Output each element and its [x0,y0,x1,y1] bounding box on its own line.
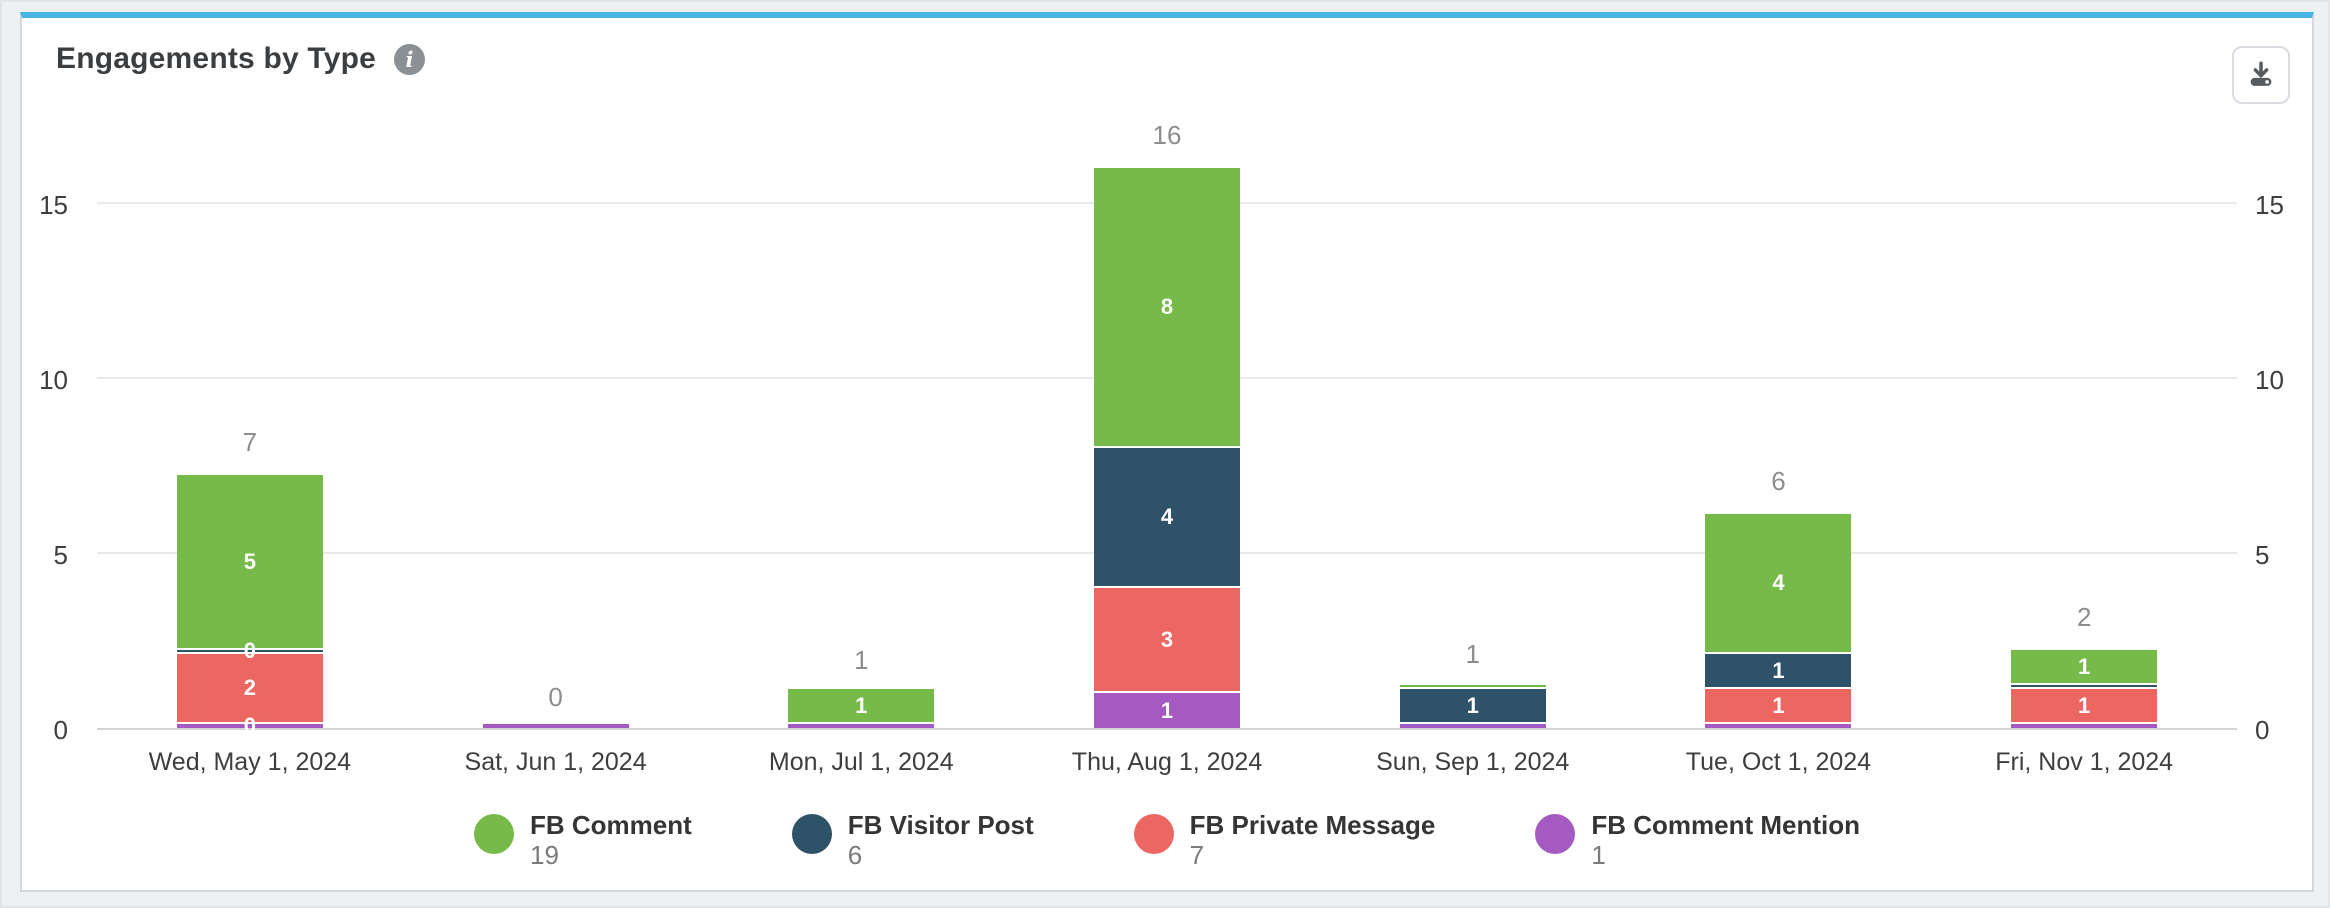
plot-area: 7 5 0 2 0 Wed, May 1, 2024 0 Sat, Jun 1, 2024 1 1… [97,118,2237,776]
bar-segment-fb-comment-mention[interactable]: 0 [176,715,323,737]
bar-column-thu-aug-1-2024: 16 8 4 3 1 Thu, Aug 1, 2024 [1014,118,1320,776]
bar-total-label: 1 [1465,639,1480,669]
title-row: Engagements by Type i [56,42,425,76]
bar-segment-fb-comment[interactable]: 8 [1094,168,1241,448]
legend-text: FB Private Message 7 [1190,810,1436,870]
y-tick-label: 0 [53,715,68,745]
y-tick-label: 5 [2255,540,2270,570]
bar-segment-fb-comment-mention[interactable] [788,724,935,728]
legend-text: FB Comment 19 [530,810,692,870]
bar-column-sun-sep-1-2024: 1 1 Sun, Sep 1, 2024 [1320,118,1626,776]
x-axis-label: Sat, Jun 1, 2024 [464,748,647,776]
bar-segment-fb-private-message[interactable]: 3 [1094,588,1241,693]
bar-segment-fb-visitor-post[interactable]: 0 [176,640,323,662]
bar-segment-fb-comment[interactable]: 1 [788,689,935,724]
bar-segment-fb-comment-mention[interactable] [2011,724,2158,728]
info-icon-glyph: i [405,46,414,72]
bar-segment-fb-private-message[interactable]: 2 [176,654,323,724]
bar-segment-fb-visitor-post[interactable]: 4 [1094,448,1241,588]
y-axis-left: 0 5 10 15 [22,118,74,745]
y-tick-label: 5 [53,540,68,570]
legend-label: FB Comment [530,810,692,840]
bar-total-label: 6 [1771,466,1786,496]
legend-swatch-icon [1535,814,1576,854]
legend-label: FB Comment Mention [1591,810,1860,840]
bar-column-sat-jun-1-2024: 0 Sat, Jun 1, 2024 [403,118,709,776]
legend-item-fb-comment-mention[interactable]: FB Comment Mention 1 [1535,810,1860,870]
legend-label: FB Visitor Post [847,810,1034,840]
x-axis-label: Fri, Nov 1, 2024 [1995,748,2174,776]
chart-legend: FB Comment 19 FB Visitor Post 6 FB Private M… [22,810,2312,870]
legend-item-fb-private-message[interactable]: FB Private Message 7 [1133,810,1436,870]
bar-segment-fb-comment-mention[interactable] [1705,724,1852,728]
y-tick-label: 15 [39,190,68,220]
y-tick-label: 10 [39,365,68,395]
x-axis-label: Mon, Jul 1, 2024 [768,748,954,776]
bar-segment-fb-comment-mention[interactable]: 1 [1094,693,1241,728]
bar-segment-fb-comment[interactable] [1399,685,1546,689]
page-title: Engagements by Type [56,42,376,75]
card-header: Engagements by Type i [22,18,2312,118]
y-axis-right: 0 5 10 15 [2247,118,2317,745]
info-icon[interactable]: i [394,43,425,75]
legend-count: 6 [847,840,863,870]
bar-stack: 1 [788,689,935,728]
bar-segment-fb-comment[interactable]: 5 [176,475,323,650]
legend-count: 1 [1591,840,1606,870]
engagements-chart: 0 5 10 15 0 5 10 15 7 5 0 2 0 Wed, May 1, 2024 0 Sat,… [22,18,2312,788]
bar-stack: 1 [1399,685,1546,728]
bar-column-mon-jul-1-2024: 1 1 Mon, Jul 1, 2024 [708,118,1014,776]
bar-total-label: 1 [854,645,869,675]
bar-segment-fb-visitor-post[interactable]: 1 [1399,689,1546,724]
x-axis-label: Thu, Aug 1, 2024 [1071,748,1263,776]
legend-swatch-icon [474,814,514,854]
y-tick-label: 15 [2255,190,2284,220]
bar-segment-fb-comment-mention[interactable] [482,724,629,728]
legend-label: FB Private Message [1189,810,1436,840]
bar-column-tue-oct-1-2024: 6 4 1 1 Tue, Oct 1, 2024 [1626,118,1932,776]
bar-total-label: 16 [1152,120,1182,150]
x-axis-label: Wed, May 1, 2024 [148,748,352,776]
download-button[interactable] [2232,46,2290,104]
legend-text: FB Comment Mention 1 [1591,810,1860,870]
download-icon [2250,61,2272,86]
bar-total-label: 2 [2076,602,2092,632]
y-tick-label: 0 [2255,715,2270,745]
legend-swatch-icon [1133,814,1174,854]
legend-swatch-icon [791,814,832,854]
bar-segment-fb-comment[interactable]: 4 [1705,514,1852,654]
bar-column-fri-nov-1-2024: 2 1 1 Fri, Nov 1, 2024 [1931,118,2237,776]
bar-total-label: 7 [242,427,258,457]
legend-count: 7 [1189,840,1205,870]
bar-column-wed-may-1-2024: 7 5 0 2 0 Wed, May 1, 2024 [97,118,403,776]
bar-segment-fb-private-message[interactable]: 1 [1705,689,1852,724]
y-tick-label: 10 [2255,365,2284,395]
x-axis-label: Sun, Sep 1, 2024 [1376,748,1570,776]
bar-segment-fb-visitor-post[interactable]: 1 [1705,654,1852,689]
legend-text: FB Visitor Post 6 [848,810,1034,870]
bar-segment-fb-comment-mention[interactable] [1399,724,1546,728]
bar-total-label: 0 [548,682,563,712]
bar-stack [482,724,629,728]
bar-segment-fb-visitor-post[interactable] [2011,685,2158,689]
bar-segment-fb-comment[interactable]: 1 [2011,650,2158,685]
bar-segment-fb-private-message[interactable]: 1 [2011,689,2158,724]
x-axis-label: Tue, Oct 1, 2024 [1685,748,1872,776]
legend-count: 19 [530,840,559,870]
legend-item-fb-comment[interactable]: FB Comment 19 [474,810,692,870]
legend-item-fb-visitor-post[interactable]: FB Visitor Post 6 [791,810,1034,870]
